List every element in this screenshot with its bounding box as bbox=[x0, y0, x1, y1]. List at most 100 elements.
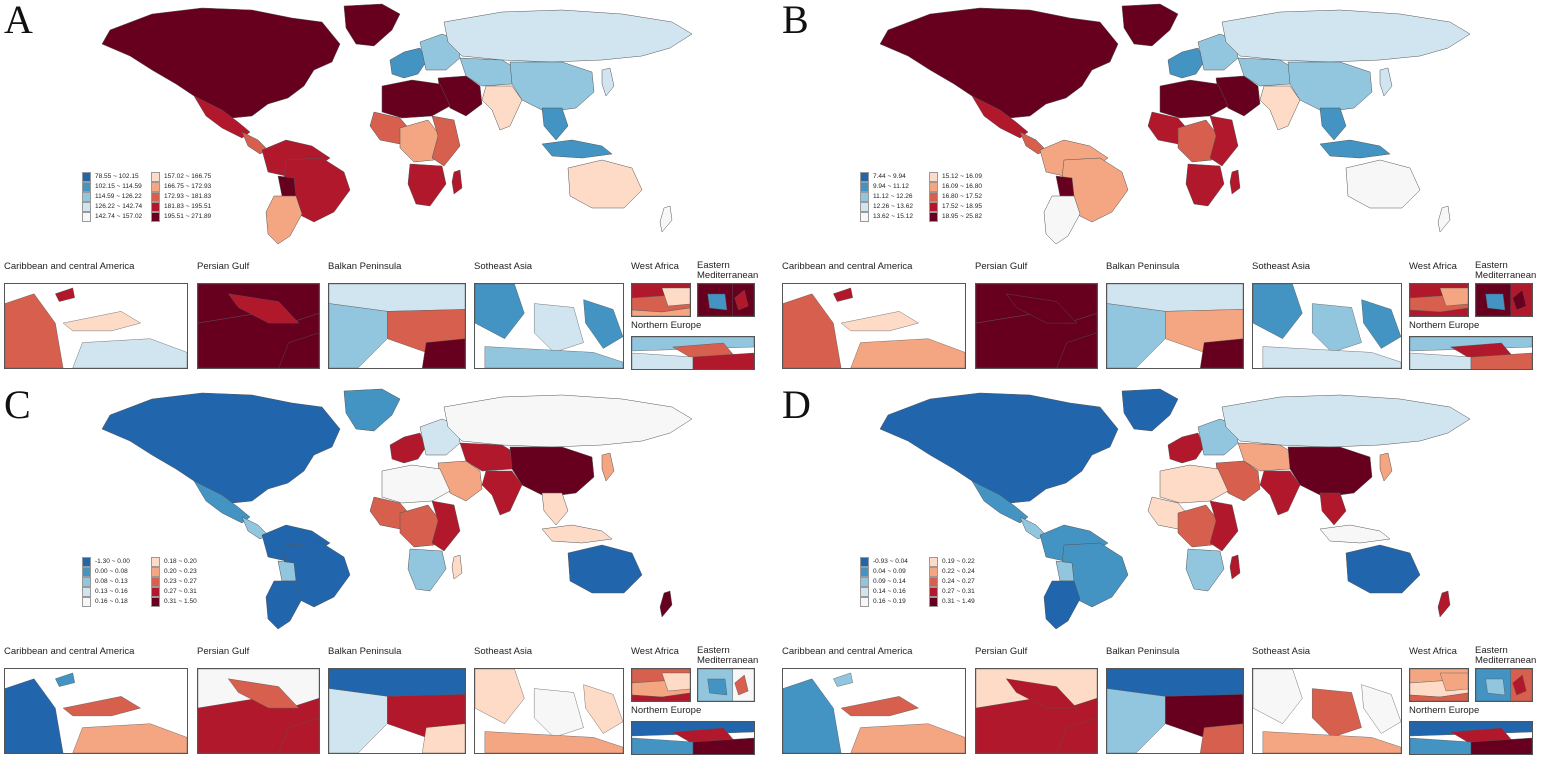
inset-map-east-med bbox=[1475, 283, 1533, 317]
inset-region bbox=[734, 289, 749, 311]
inset-region bbox=[475, 284, 525, 339]
inset-region bbox=[1470, 352, 1532, 369]
region-indonesia bbox=[541, 524, 613, 544]
legend-label: 13.62 ~ 15.12 bbox=[873, 213, 913, 220]
legend-item: -0.93 ~ 0.04 bbox=[860, 557, 930, 567]
region-central-africa bbox=[1177, 119, 1221, 163]
panel-letter: D bbox=[782, 382, 811, 427]
legend-label: 11.12 ~ 12.26 bbox=[873, 193, 913, 200]
inset-region bbox=[1410, 692, 1468, 701]
inset-title-caribbean: Caribbean and central America bbox=[4, 646, 135, 657]
inset-region bbox=[475, 669, 525, 724]
region-central-africa bbox=[399, 119, 443, 163]
legend-item: -1.30 ~ 0.00 bbox=[82, 557, 152, 567]
inset-map-se-asia bbox=[1252, 283, 1402, 369]
inset-map-balkan bbox=[1106, 668, 1244, 754]
legend-swatch bbox=[929, 597, 938, 607]
map-panel-b: B 7.44 ~ 9.94 9.94 ~ 11.12 11.12 ~ 12.26 12.… bbox=[778, 0, 1556, 385]
inset-title-west-africa: West Africa bbox=[631, 646, 679, 657]
inset-region bbox=[1262, 731, 1401, 753]
legend-item: 0.13 ~ 0.16 bbox=[82, 587, 152, 597]
legend-item: 195.51 ~ 271.89 bbox=[151, 212, 221, 222]
region-bolivia bbox=[1055, 175, 1075, 197]
legend-item: 0.14 ~ 0.16 bbox=[860, 587, 930, 597]
inset-region bbox=[534, 303, 584, 353]
legend-label: 7.44 ~ 9.94 bbox=[873, 173, 906, 180]
region-japan bbox=[1379, 452, 1393, 482]
legend-swatch bbox=[151, 567, 160, 577]
region-madagascar bbox=[451, 554, 463, 580]
legend-swatch bbox=[151, 587, 160, 597]
legend-label: 0.13 ~ 0.16 bbox=[95, 588, 128, 595]
legend-item: 11.12 ~ 12.26 bbox=[860, 192, 930, 202]
inset-region bbox=[1361, 299, 1401, 349]
inset-title-northern-europe: Northern Europe bbox=[1409, 705, 1480, 716]
inset-title-caribbean: Caribbean and central America bbox=[782, 261, 913, 272]
legend-label: 0.04 ~ 0.09 bbox=[873, 568, 906, 575]
region-southern-africa bbox=[1185, 163, 1225, 207]
inset-region bbox=[5, 293, 64, 368]
region-russia bbox=[1221, 394, 1471, 448]
inset-map-persian-gulf bbox=[197, 283, 320, 369]
legend-label: 17.52 ~ 18.95 bbox=[942, 203, 982, 210]
inset-title-northern-europe: Northern Europe bbox=[631, 705, 702, 716]
legend-swatch bbox=[860, 577, 869, 587]
region-bolivia bbox=[277, 560, 297, 582]
inset-region bbox=[227, 678, 300, 709]
inset-region bbox=[1312, 303, 1362, 353]
legend-label: 0.27 ~ 0.31 bbox=[164, 588, 197, 595]
inset-region bbox=[5, 678, 64, 753]
region-china bbox=[1287, 61, 1373, 113]
inset-title-east-med: Eastern Mediterranean bbox=[1475, 260, 1537, 281]
legend-item: 181.83 ~ 195.51 bbox=[151, 202, 221, 212]
region-new-zealand bbox=[659, 205, 673, 233]
inset-region bbox=[661, 287, 690, 307]
region-south-asia bbox=[1259, 470, 1301, 516]
legend-swatch bbox=[82, 192, 91, 202]
legend-label: 0.16 ~ 0.19 bbox=[873, 598, 906, 605]
inset-title-east-med: Eastern Mediterranean bbox=[697, 645, 759, 666]
legend-swatch bbox=[929, 567, 938, 577]
legend-swatch bbox=[860, 202, 869, 212]
inset-region bbox=[1512, 674, 1527, 696]
legend-item: 16.09 ~ 16.80 bbox=[929, 182, 999, 192]
inset-map-west-africa bbox=[1409, 283, 1469, 317]
inset-map-persian-gulf bbox=[975, 668, 1098, 754]
world-map bbox=[879, 388, 1471, 630]
inset-region bbox=[534, 688, 584, 738]
inset-region bbox=[692, 737, 754, 754]
legend-item: 157.02 ~ 166.75 bbox=[151, 172, 221, 182]
legend-item: 126.22 ~ 142.74 bbox=[82, 202, 152, 212]
inset-map-se-asia bbox=[1252, 668, 1402, 754]
legend-swatch bbox=[82, 202, 91, 212]
inset-map-northern-europe bbox=[1409, 336, 1533, 370]
inset-region bbox=[833, 287, 853, 302]
inset-region bbox=[484, 731, 623, 753]
inset-region bbox=[1485, 678, 1506, 696]
inset-title-balkan: Balkan Peninsula bbox=[328, 261, 402, 272]
region-north-america bbox=[101, 7, 341, 119]
legend-swatch bbox=[929, 587, 938, 597]
map-panel-a: A 78.55 ~ 102.15 102.15 ~ 114.59 114.59 ~ 1… bbox=[0, 0, 778, 385]
legend-label: 157.02 ~ 166.75 bbox=[164, 173, 212, 180]
legend-item: 78.55 ~ 102.15 bbox=[82, 172, 152, 182]
region-north-america bbox=[101, 392, 341, 504]
inset-region bbox=[1200, 723, 1243, 753]
inset-region bbox=[1410, 737, 1472, 754]
inset-map-caribbean bbox=[782, 283, 966, 369]
legend-item: 0.23 ~ 0.27 bbox=[151, 577, 221, 587]
world-map bbox=[879, 3, 1471, 245]
region-indonesia bbox=[1319, 139, 1391, 159]
legend-item: 15.12 ~ 16.09 bbox=[929, 172, 999, 182]
region-south-america-s bbox=[1043, 580, 1081, 630]
region-central-africa bbox=[1177, 504, 1221, 548]
legend-label: 18.95 ~ 25.82 bbox=[942, 213, 982, 220]
inset-map-northern-europe bbox=[1409, 721, 1533, 755]
legend-label: 195.51 ~ 271.89 bbox=[164, 213, 212, 220]
legend-label: 166.75 ~ 172.93 bbox=[164, 183, 212, 190]
inset-region bbox=[692, 352, 754, 369]
region-indonesia bbox=[1319, 524, 1391, 544]
region-se-asia bbox=[541, 107, 569, 141]
inset-map-northern-europe bbox=[631, 721, 755, 755]
region-southern-africa bbox=[407, 163, 447, 207]
